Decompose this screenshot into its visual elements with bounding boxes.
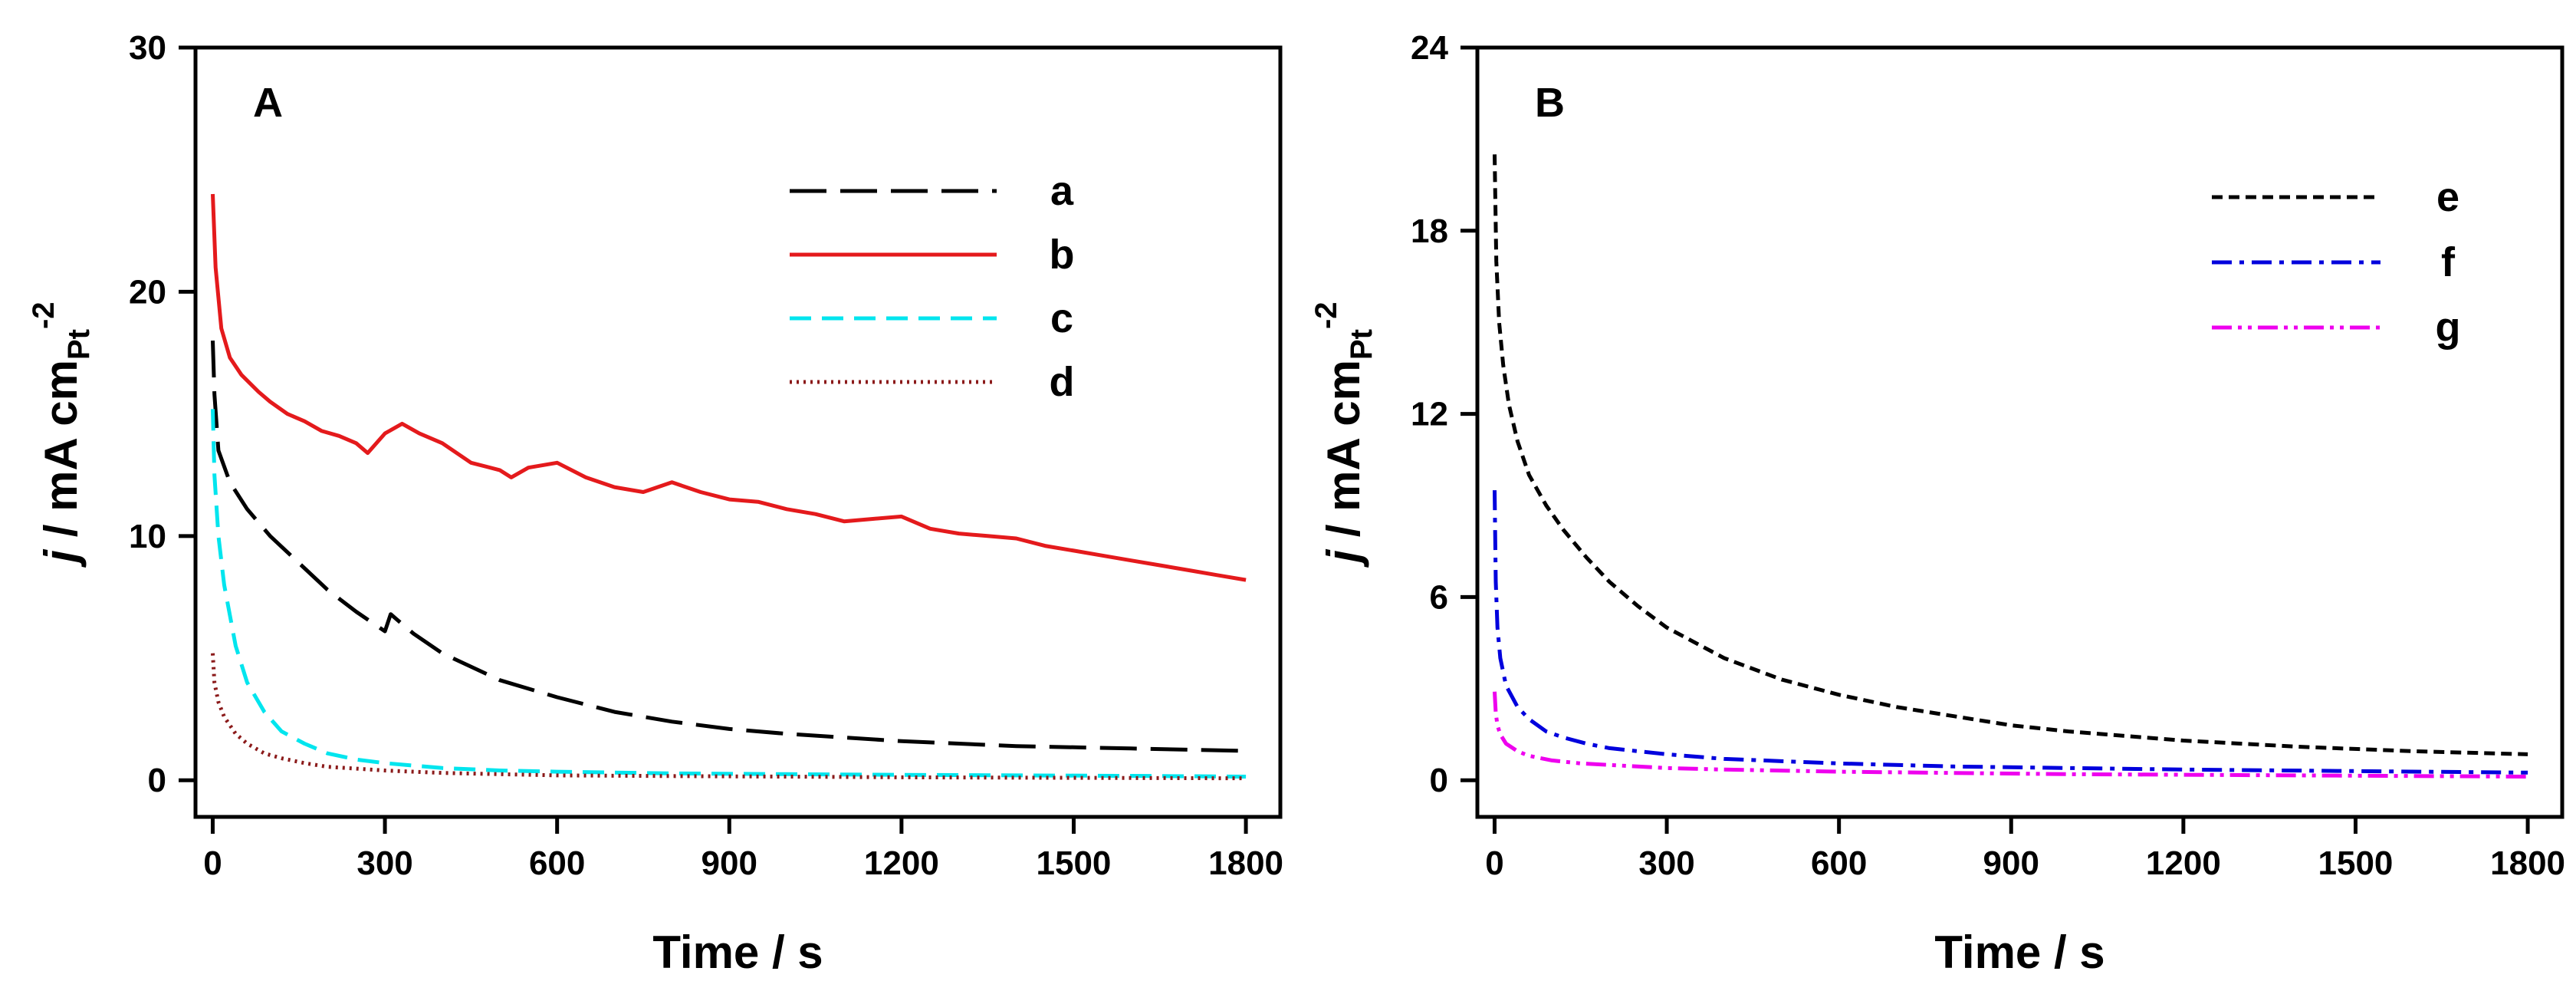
y-axis-title: j / mA cmPt-2 [27, 301, 96, 568]
series-group [211, 193, 1247, 781]
y-tick-label: 30 [129, 29, 166, 67]
x-tick-label: 1200 [864, 844, 939, 882]
y-axis-title-unit: / mA cm [35, 360, 87, 550]
y-axis-title-superscript: -2 [27, 301, 61, 329]
series-line-f [1493, 490, 2528, 775]
legend: efg [2212, 174, 2461, 351]
y-axis-title-superscript: -2 [1309, 301, 1343, 329]
x-tick-label: 0 [1485, 844, 1503, 882]
x-tick-label: 900 [702, 844, 757, 882]
x-tick-label: 1200 [2146, 844, 2221, 882]
x-tick-label: 1800 [2490, 844, 2565, 882]
y-tick-label: 24 [1411, 29, 1448, 67]
y-tick-label: 18 [1411, 212, 1448, 250]
series-line-a [211, 341, 1247, 753]
series-line-g [1493, 691, 2528, 779]
plot-frame [193, 45, 1283, 819]
series-line-e [1493, 154, 2528, 756]
x-axis-title: Time / s [652, 927, 823, 978]
legend-label-c: c [1050, 295, 1073, 341]
legend-label-b: b [1050, 232, 1075, 278]
legend-label-e: e [2436, 174, 2459, 220]
panel-b: 0 300 600 900 1200 1500 1800 0 6 12 18 24 Time / s j … [1309, 29, 2565, 978]
x-tick-label: 0 [203, 844, 222, 882]
y-axis-title: j / mA cmPt-2 [1309, 301, 1378, 568]
x-tick-label: 600 [1811, 844, 1867, 882]
x-tick-label: 300 [1638, 844, 1694, 882]
y-tick-label: 6 [1430, 578, 1448, 616]
y-tick-label: 0 [1430, 762, 1448, 799]
series-group [1493, 154, 2528, 779]
legend-label-f: f [2441, 239, 2456, 285]
y-axis-title-subscript: Pt [1345, 329, 1378, 360]
y-axis-title-subscript: Pt [62, 329, 96, 360]
series-line-d [211, 653, 1247, 781]
y-tick-label: 12 [1411, 396, 1448, 433]
x-tick-label: 1800 [1208, 844, 1283, 882]
panel-label: A [253, 80, 283, 126]
x-axis-title: Time / s [1934, 927, 2104, 978]
x-tick-label: 1500 [1037, 844, 1112, 882]
legend-label-g: g [2436, 305, 2461, 351]
plot-frame [1475, 45, 2564, 819]
x-tick-label: 300 [356, 844, 412, 882]
y-tick-label: 0 [148, 762, 166, 799]
legend-label-a: a [1050, 168, 1074, 214]
series-line-b [211, 193, 1247, 582]
legend-label-d: d [1050, 359, 1075, 405]
series-line-c [211, 409, 1247, 779]
y-axis-title-unit: / mA cm [1318, 360, 1369, 550]
panel-a: 0 300 600 900 1200 1500 1800 0 10 20 30 Time / s j /… [27, 29, 1283, 978]
y-tick-label: 10 [129, 518, 166, 555]
x-tick-label: 1500 [2318, 844, 2394, 882]
y-tick-label: 20 [129, 273, 166, 311]
x-tick-label: 600 [529, 844, 585, 882]
panel-label: B [1535, 80, 1565, 126]
x-tick-label: 900 [1983, 844, 2039, 882]
